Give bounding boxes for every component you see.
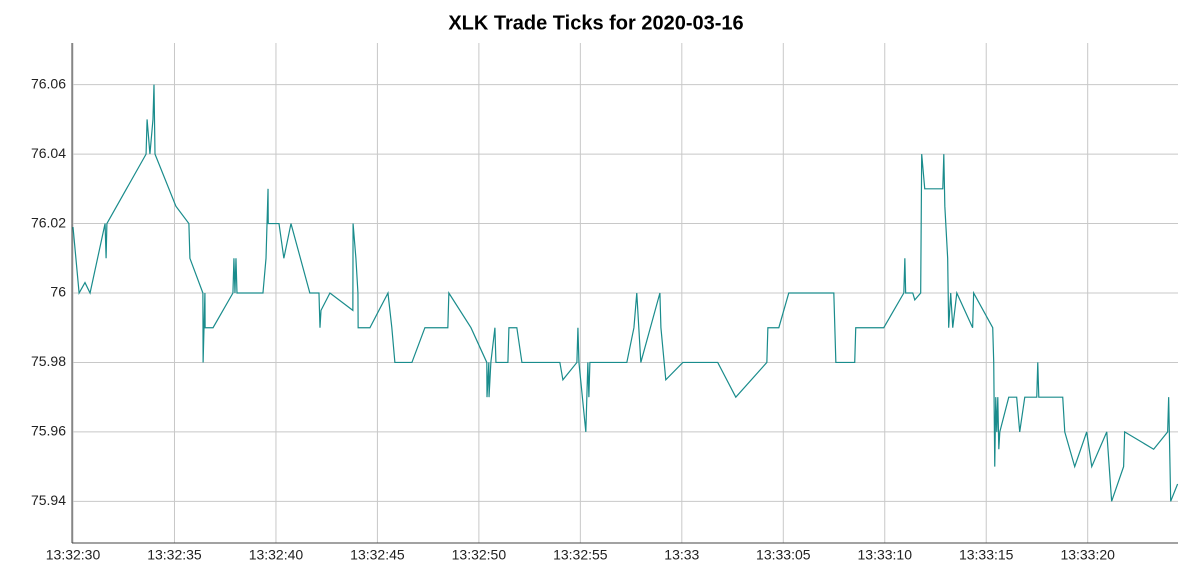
x-tick-label: 13:32:30 (46, 547, 101, 563)
y-tick-label: 76.04 (31, 145, 66, 161)
y-tick-label: 76 (50, 284, 66, 300)
x-tick-label: 13:33:05 (756, 547, 811, 563)
y-tick-label: 76.06 (31, 75, 66, 91)
y-tick-label: 75.98 (31, 353, 66, 369)
y-tick-label: 75.96 (31, 423, 66, 439)
x-tick-label: 13:32:50 (452, 547, 507, 563)
x-tick-label: 13:33 (664, 547, 699, 563)
price-line (72, 84, 1179, 502)
chart-title: XLK Trade Ticks for 2020-03-16 (448, 12, 743, 34)
x-tick-label: 13:32:55 (553, 547, 608, 563)
y-tick-label: 75.94 (31, 492, 66, 508)
x-tick-label: 13:32:40 (249, 547, 304, 563)
x-tick-label: 13:32:45 (350, 547, 405, 563)
x-tick-label: 13:33:10 (858, 547, 913, 563)
x-tick-label: 13:33:20 (1060, 547, 1115, 563)
y-tick-label: 76.02 (31, 214, 66, 230)
x-tick-label: 13:33:15 (959, 547, 1014, 563)
x-tick-label: 13:32:35 (147, 547, 202, 563)
